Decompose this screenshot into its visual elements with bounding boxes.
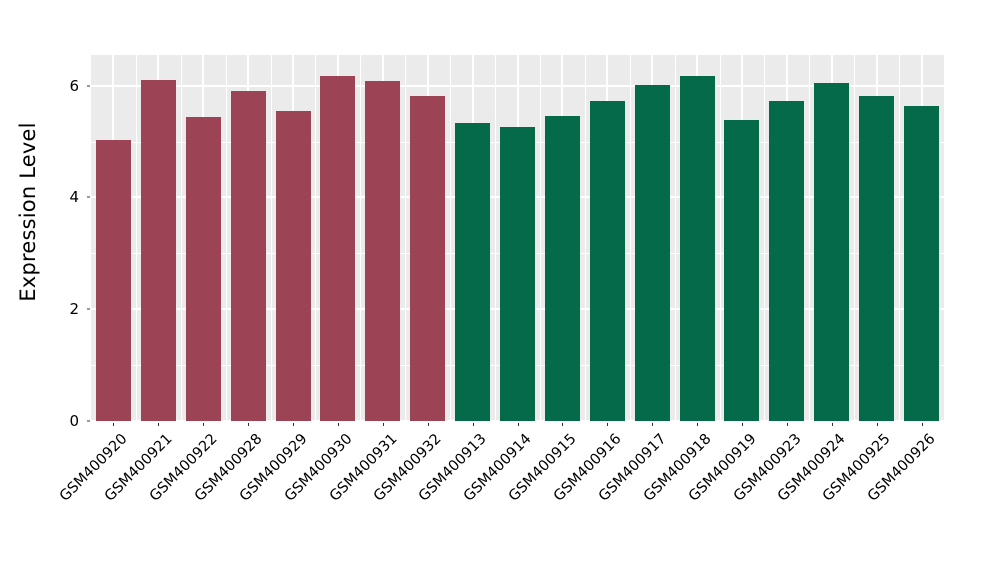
y-axis-tick-mark xyxy=(87,196,90,198)
bar xyxy=(814,82,850,421)
y-axis-tick-mark xyxy=(87,420,90,422)
gridline-minor-x xyxy=(315,55,317,421)
x-axis-tick-mark xyxy=(248,423,250,426)
gridline-minor-x xyxy=(809,55,811,421)
y-axis-tick-label: 4 xyxy=(69,188,79,207)
bar xyxy=(499,126,535,421)
x-axis-tick-mark xyxy=(562,423,564,426)
gridline-minor-x xyxy=(764,55,766,421)
gridline-minor-x xyxy=(495,55,497,421)
plot-panel xyxy=(91,55,944,422)
gridline-minor-x xyxy=(899,55,901,421)
gridline-minor-x xyxy=(719,55,721,421)
bar xyxy=(904,106,940,421)
x-axis-tick-mark xyxy=(158,423,160,426)
gridline-minor-x xyxy=(405,55,407,421)
gridline-minor-x xyxy=(180,55,182,421)
y-axis-tick-label: 6 xyxy=(69,76,79,95)
gridline-minor-x xyxy=(135,55,137,421)
bar xyxy=(275,111,311,421)
y-axis-title-text: Expression Level xyxy=(16,122,40,302)
bar xyxy=(724,119,760,421)
x-axis-tick-mark xyxy=(293,423,295,426)
x-axis-tick-mark xyxy=(427,423,429,426)
gridline-major-y xyxy=(91,420,944,422)
x-axis-tick-mark xyxy=(607,423,609,426)
x-axis-tick-mark xyxy=(337,423,339,426)
bar xyxy=(634,84,670,421)
bar xyxy=(320,75,356,421)
bar xyxy=(859,95,895,421)
x-axis-tick-mark xyxy=(472,423,474,426)
bar xyxy=(230,91,266,421)
gridline-minor-x xyxy=(450,55,452,421)
bar xyxy=(679,75,715,421)
gridline-minor-x xyxy=(674,55,676,421)
gridline-minor-x xyxy=(854,55,856,421)
bar xyxy=(185,117,221,421)
x-axis-tick-mark xyxy=(831,423,833,426)
y-axis-tick-mark xyxy=(87,85,90,87)
gridline-minor-x xyxy=(539,55,541,421)
bar xyxy=(455,123,491,421)
x-axis-tick-mark xyxy=(113,423,115,426)
x-axis-tick-mark xyxy=(697,423,699,426)
gridline-minor-x xyxy=(629,55,631,421)
x-axis-tick-mark xyxy=(517,423,519,426)
y-axis-tick-label: 2 xyxy=(69,300,79,319)
x-axis-tick-mark xyxy=(203,423,205,426)
x-axis-tick-mark xyxy=(876,423,878,426)
gridline-minor-x xyxy=(225,55,227,421)
bar xyxy=(589,101,625,421)
y-axis-tick-mark xyxy=(87,308,90,310)
bar xyxy=(544,115,580,421)
bar xyxy=(140,79,176,421)
gridline-minor-x xyxy=(584,55,586,421)
x-axis-tick-mark xyxy=(741,423,743,426)
y-axis-tick-label: 0 xyxy=(69,412,79,430)
gridline-minor-x xyxy=(270,55,272,421)
x-axis-tick-mark xyxy=(921,423,923,426)
bar xyxy=(95,139,131,421)
x-axis-tick-mark xyxy=(786,423,788,426)
x-axis-tick-mark xyxy=(382,423,384,426)
bar xyxy=(410,95,446,421)
x-axis-tick-mark xyxy=(652,423,654,426)
gridline-minor-x xyxy=(360,55,362,421)
bar xyxy=(365,80,401,421)
bar xyxy=(769,101,805,421)
